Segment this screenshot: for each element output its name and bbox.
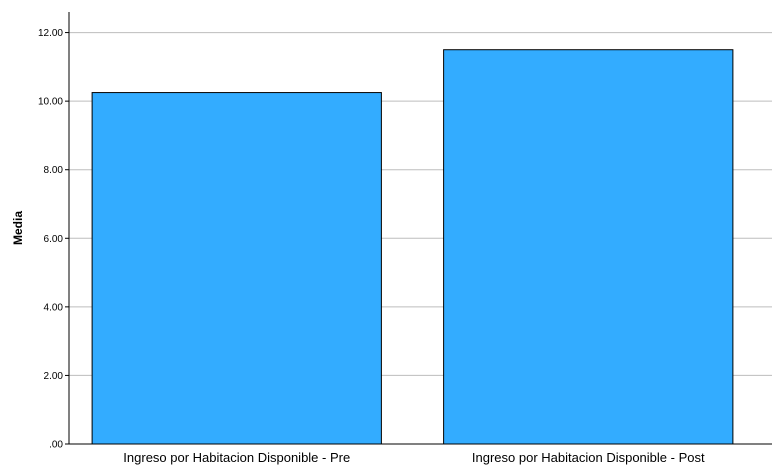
labels: .00 2.00 4.00 6.00 8.00 10.00 12.00 Ingreso por… [38, 28, 705, 465]
bar [91, 92, 382, 445]
bars [91, 49, 734, 445]
x-category-label: Ingreso por Habitacion Disponible - Post [472, 450, 705, 465]
y-tick-label: 8.00 [44, 165, 64, 176]
y-tick-label: 4.00 [44, 302, 64, 313]
y-tick-label: 12.00 [38, 28, 63, 39]
x-category-label: Ingreso por Habitacion Disponible - Pre [123, 450, 350, 465]
axes [65, 12, 772, 445]
y-axis-title: Media [11, 211, 25, 245]
y-tick-label: 2.00 [44, 371, 64, 382]
y-tick-label: .00 [49, 440, 63, 451]
y-tick-label: 10.00 [38, 97, 63, 108]
bar [443, 49, 734, 445]
y-tick-label: 6.00 [44, 234, 64, 245]
